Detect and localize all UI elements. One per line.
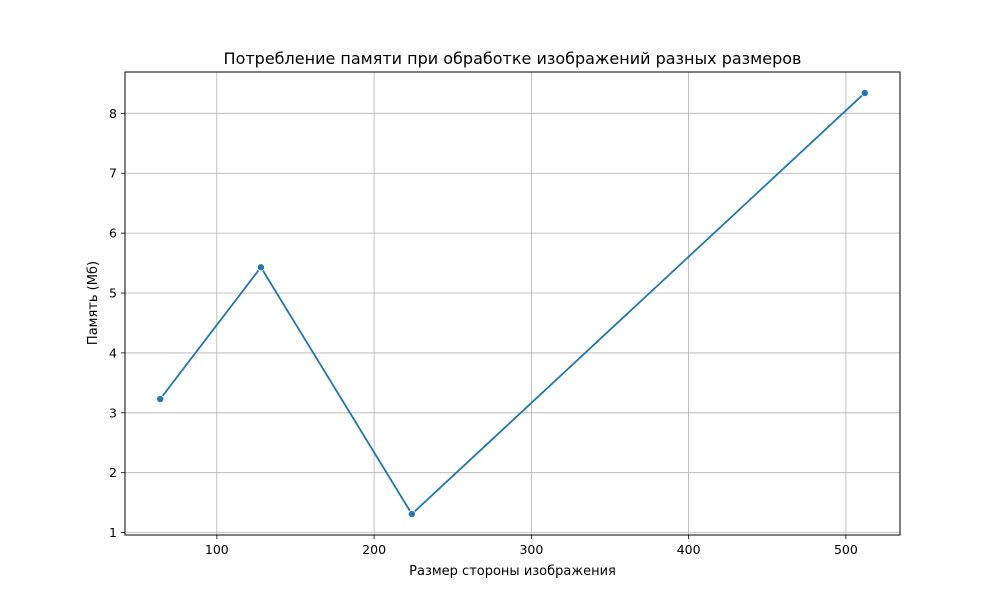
x-tick-label: 100 [205, 542, 229, 557]
axis-ticks: 100 200 300 400 500 1 2 3 4 5 6 7 8 [109, 106, 858, 557]
x-axis-label: Размер стороны изображения [409, 564, 616, 579]
y-tick-label: 4 [109, 345, 117, 360]
series-line [159, 92, 866, 515]
y-tick-label: 1 [109, 525, 117, 540]
x-tick-label: 300 [519, 542, 543, 557]
data-point [860, 88, 869, 97]
data-point [256, 263, 265, 272]
y-tick-label: 6 [109, 226, 117, 241]
y-tick-label: 3 [109, 405, 117, 420]
y-tick-label: 5 [109, 286, 117, 301]
chart-title: Потребление памяти при обработке изображ… [224, 49, 802, 68]
plot-frame [124, 71, 901, 536]
y-tick-label: 7 [109, 166, 117, 181]
series-layer [156, 88, 869, 519]
data-point [156, 395, 165, 404]
y-axis-label: Память (Мб) [86, 261, 101, 345]
y-tick-label: 8 [109, 106, 117, 121]
grid [125, 72, 900, 535]
y-tick-label: 2 [109, 465, 117, 480]
x-tick-label: 200 [362, 542, 386, 557]
data-point [407, 510, 416, 519]
x-tick-label: 400 [677, 542, 701, 557]
x-tick-label: 500 [834, 542, 858, 557]
